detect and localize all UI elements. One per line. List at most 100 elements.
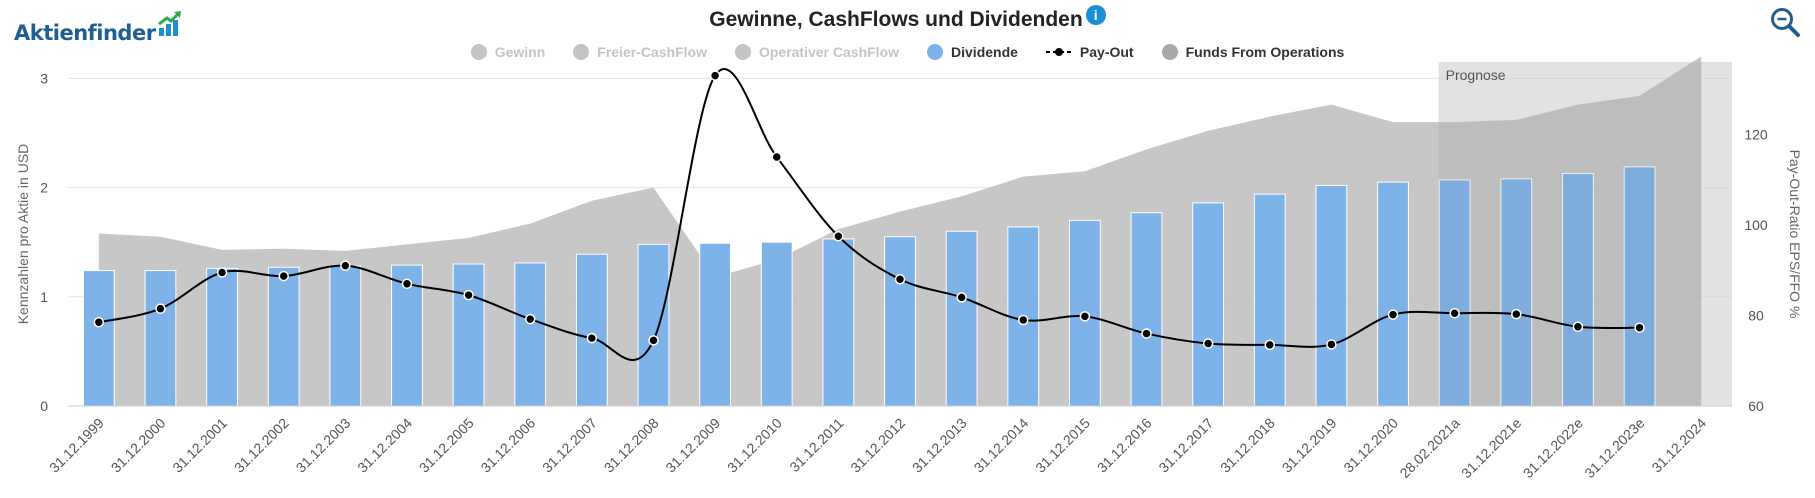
x-tick-label: 31.12.1999 [46, 415, 107, 476]
legend-label: Gewinn [494, 44, 546, 60]
payout-point [586, 332, 598, 344]
x-tick-label: 31.12.2010 [724, 415, 785, 476]
legend-item[interactable]: Operativer CashFlow [734, 44, 900, 60]
legend-dot-marker [470, 44, 487, 60]
x-tick-label: 31.12.2012 [847, 415, 908, 476]
dividend-bar [1500, 178, 1533, 407]
forecast-overlay [1438, 62, 1732, 406]
payout-point [709, 70, 721, 81]
x-tick-label: 31.12.2004 [354, 415, 415, 476]
zoom-icon[interactable] [1769, 6, 1801, 43]
payout-point [155, 303, 166, 314]
payout-line [98, 68, 1640, 361]
x-tick-label: 31.12.2024 [1648, 415, 1709, 476]
x-tick-label: 31.12.2015 [1032, 415, 1093, 476]
payout-point [216, 267, 228, 278]
forecast-label: Prognose [1446, 67, 1506, 83]
dividend-bar [267, 266, 300, 407]
payout-point [340, 260, 351, 271]
dividend-bar [1377, 181, 1409, 407]
dividend-bar [822, 238, 855, 407]
x-tick-label: 31.12.2019 [1279, 415, 1340, 476]
y-tick-label: 0 [40, 398, 48, 414]
x-tick-label: 31.12.2013 [909, 415, 970, 476]
x-tick-label: 31.12.2021e [1458, 415, 1525, 482]
payout-point [1141, 328, 1152, 339]
legend-label: Operativer CashFlow [758, 44, 900, 60]
dividend-bar [206, 267, 238, 407]
logo-chart-icon [157, 10, 183, 43]
x-tick-label: 31.12.2020 [1340, 415, 1401, 476]
x-tick-label: 31.12.2023e [1581, 415, 1648, 482]
y-tick-label: 3 [40, 70, 48, 86]
payout-point [771, 151, 782, 163]
payout-point [1572, 321, 1584, 333]
dividend-bar [575, 253, 608, 407]
logo-text: Aktienfinder [14, 21, 156, 45]
legend-label: Funds From Operations [1185, 44, 1345, 60]
x-tick-label: 31.12.2007 [539, 415, 600, 476]
x-tick-label: 28.02.2021a [1396, 415, 1463, 482]
x-tick-label: 31.12.2014 [971, 415, 1032, 476]
legend-label: Dividende [951, 44, 1018, 60]
payout-point [894, 274, 906, 285]
legend-item[interactable]: Pay-Out [1045, 44, 1134, 60]
info-icon[interactable]: i [1085, 5, 1106, 25]
x-tick-label: 31.12.2018 [1217, 415, 1278, 476]
dividend-bar [637, 243, 670, 407]
y-axis-title: Kennzahlen pro Aktie in USD [15, 144, 31, 325]
dividend-bar [452, 263, 485, 407]
dividend-bar [1253, 193, 1286, 407]
dividend-bar [1315, 184, 1348, 407]
x-tick-label: 31.12.2003 [293, 415, 354, 476]
legend-dot-marker [927, 44, 944, 60]
x-tick-label: 31.12.2008 [601, 415, 662, 476]
legend-item[interactable]: Gewinn [470, 44, 546, 60]
payout-point [1018, 314, 1029, 326]
payout-point [524, 313, 536, 325]
x-tick-label: 31.12.2017 [1155, 415, 1216, 476]
dividend-bar [760, 241, 793, 407]
legend-item[interactable]: Freier-CashFlow [573, 44, 707, 60]
chart-legend: Gewinn Freier-CashFlow Operativer CashFlow… [0, 44, 1815, 60]
dividend-bar [1192, 202, 1225, 407]
payout-point [1634, 322, 1645, 333]
legend-dot-marker [1161, 44, 1178, 60]
legend-line-marker [1045, 48, 1072, 56]
legend-dot-marker [573, 44, 590, 60]
dividend-bar [144, 270, 177, 407]
payout-point [401, 278, 413, 290]
dividend-bar [1623, 166, 1656, 407]
payout-point [1079, 311, 1091, 322]
dividend-bar [1130, 212, 1163, 407]
payout-point [833, 231, 844, 242]
dividend-bar [699, 242, 732, 407]
x-tick-label: 31.12.2005 [416, 415, 477, 476]
x-tick-label: 31.12.2016 [1094, 415, 1155, 476]
payout-point [1387, 309, 1399, 320]
dividend-bar [329, 265, 362, 407]
payout-point [278, 270, 289, 282]
y-tick-label: 1 [40, 289, 48, 305]
payout-point [1326, 339, 1337, 350]
payout-point [956, 292, 967, 303]
legend-dot-marker [734, 44, 751, 60]
payout-point [1202, 338, 1214, 349]
ffo-area [98, 56, 1702, 407]
legend-item[interactable]: Dividende [927, 44, 1018, 60]
dividend-bar [82, 270, 115, 407]
payout-point [1264, 339, 1276, 351]
payout-point [93, 317, 105, 328]
x-tick-label: 31.12.2002 [231, 415, 292, 476]
x-tick-label: 31.12.2006 [477, 415, 538, 476]
payout-point [648, 335, 659, 346]
x-tick-label: 31.12.2009 [662, 415, 723, 476]
aktienfinder-logo[interactable]: Aktienfinder [14, 10, 183, 45]
y2-tick-label: 60 [1748, 398, 1764, 414]
x-tick-label: 31.12.2000 [108, 415, 169, 476]
y-tick-label: 2 [40, 180, 48, 196]
x-tick-label: 31.12.2001 [169, 415, 230, 476]
legend-item[interactable]: Funds From Operations [1161, 44, 1345, 60]
dividend-bar [945, 230, 978, 407]
